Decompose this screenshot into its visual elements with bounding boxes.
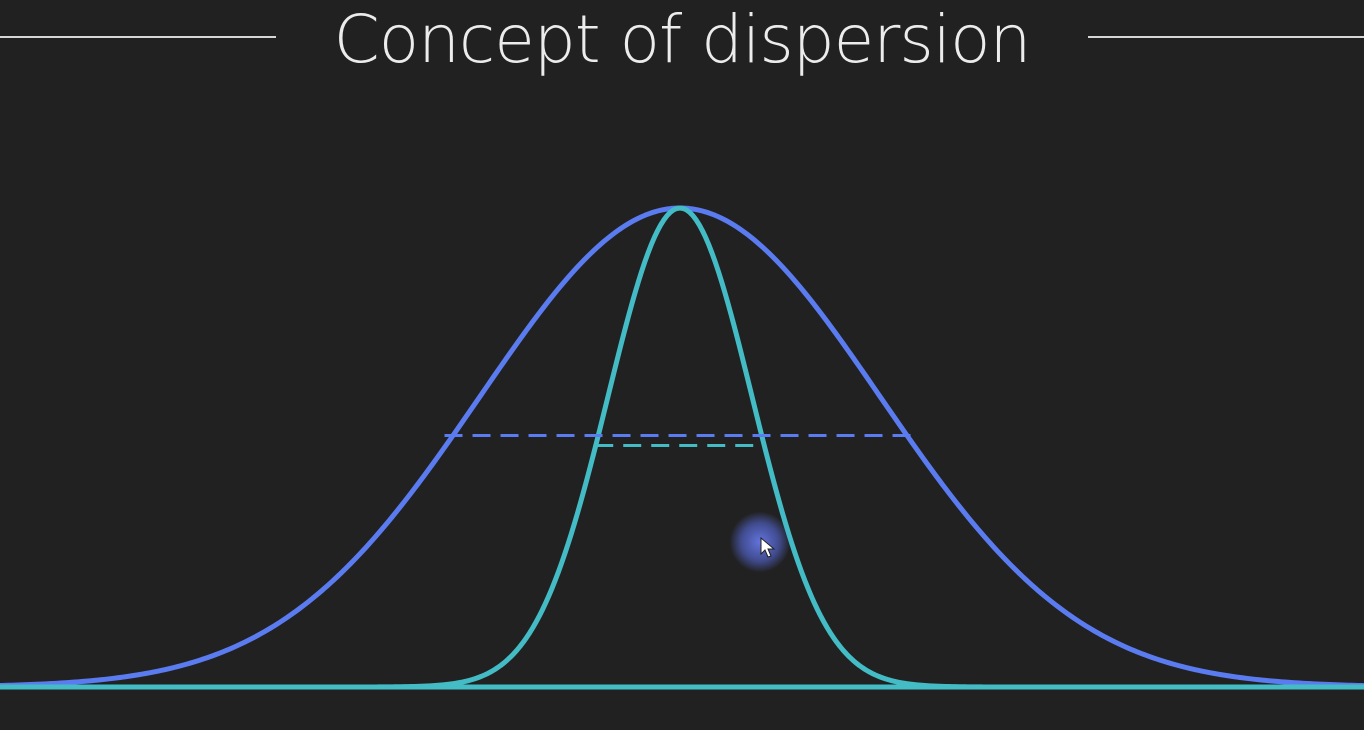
slide-title: Concept of dispersion xyxy=(333,1,1032,78)
title-rule-right xyxy=(1088,36,1364,38)
pointer-arrow-icon xyxy=(760,537,776,558)
cursor-highlight xyxy=(730,512,790,572)
curve-wide xyxy=(0,205,1364,689)
curve-narrow xyxy=(0,205,1364,690)
title-rule-left xyxy=(0,36,276,38)
